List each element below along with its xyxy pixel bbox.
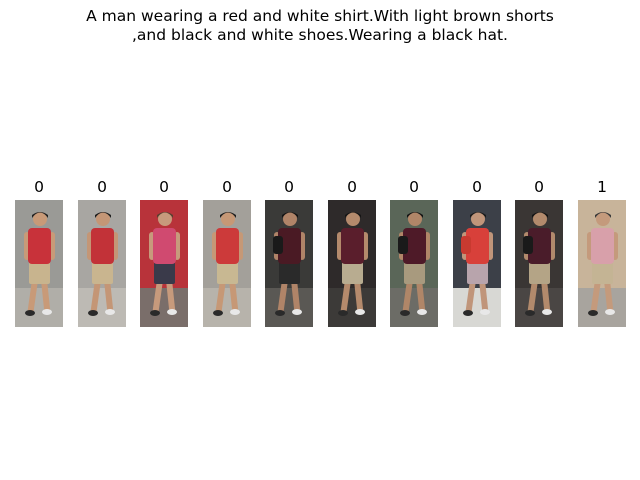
gallery-item: 0	[328, 178, 376, 327]
gallery-item: 0	[15, 178, 63, 327]
match-score: 0	[472, 178, 482, 196]
person-thumbnail	[15, 200, 63, 327]
gallery-item: 0	[265, 178, 313, 327]
gallery-item: 0	[203, 178, 251, 327]
gallery-item: 1	[578, 178, 626, 327]
person-thumbnail	[203, 200, 251, 327]
gallery-item: 0	[515, 178, 563, 327]
person-thumbnail	[265, 200, 313, 327]
match-score: 0	[159, 178, 169, 196]
person-thumbnail	[328, 200, 376, 327]
person-thumbnail	[78, 200, 126, 327]
match-score: 0	[534, 178, 544, 196]
gallery-item: 0	[390, 178, 438, 327]
person-thumbnail	[453, 200, 501, 327]
match-score: 0	[34, 178, 44, 196]
match-score: 0	[409, 178, 419, 196]
match-score: 0	[284, 178, 294, 196]
match-score: 1	[597, 178, 607, 196]
query-caption: A man wearing a red and white shirt.With…	[0, 7, 640, 45]
person-thumbnail	[390, 200, 438, 327]
match-score: 0	[222, 178, 232, 196]
gallery-item: 0	[453, 178, 501, 327]
person-thumbnail	[578, 200, 626, 327]
match-score: 0	[97, 178, 107, 196]
caption-line-2: ,and black and white shoes.Wearing a bla…	[132, 26, 508, 44]
caption-line-1: A man wearing a red and white shirt.With…	[86, 7, 554, 25]
person-thumbnail	[140, 200, 188, 327]
person-thumbnail	[515, 200, 563, 327]
gallery-item: 0	[78, 178, 126, 327]
match-score: 0	[347, 178, 357, 196]
gallery-item: 0	[140, 178, 188, 327]
